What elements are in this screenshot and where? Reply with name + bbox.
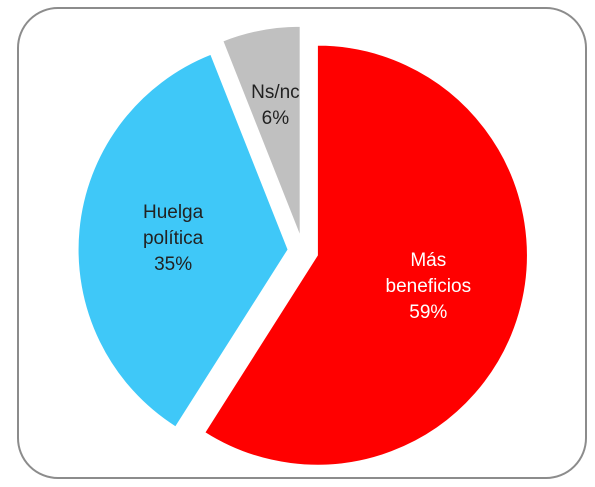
pie-slice bbox=[77, 53, 289, 428]
pie-slice bbox=[222, 25, 301, 237]
pie-slice bbox=[204, 44, 528, 466]
slice-label: Ns/nc 6% bbox=[245, 80, 305, 132]
value-label: 35% bbox=[154, 253, 193, 275]
value-label: 59% bbox=[409, 302, 448, 324]
slice-label: Más beneficios 59% bbox=[373, 248, 483, 326]
slice-label: Huelga política 35% bbox=[118, 200, 228, 278]
category-label: Huelga política bbox=[142, 201, 204, 249]
category-label: Ns/nc bbox=[251, 82, 300, 104]
value-label: 6% bbox=[261, 108, 290, 130]
category-label: Más beneficios bbox=[385, 250, 472, 298]
